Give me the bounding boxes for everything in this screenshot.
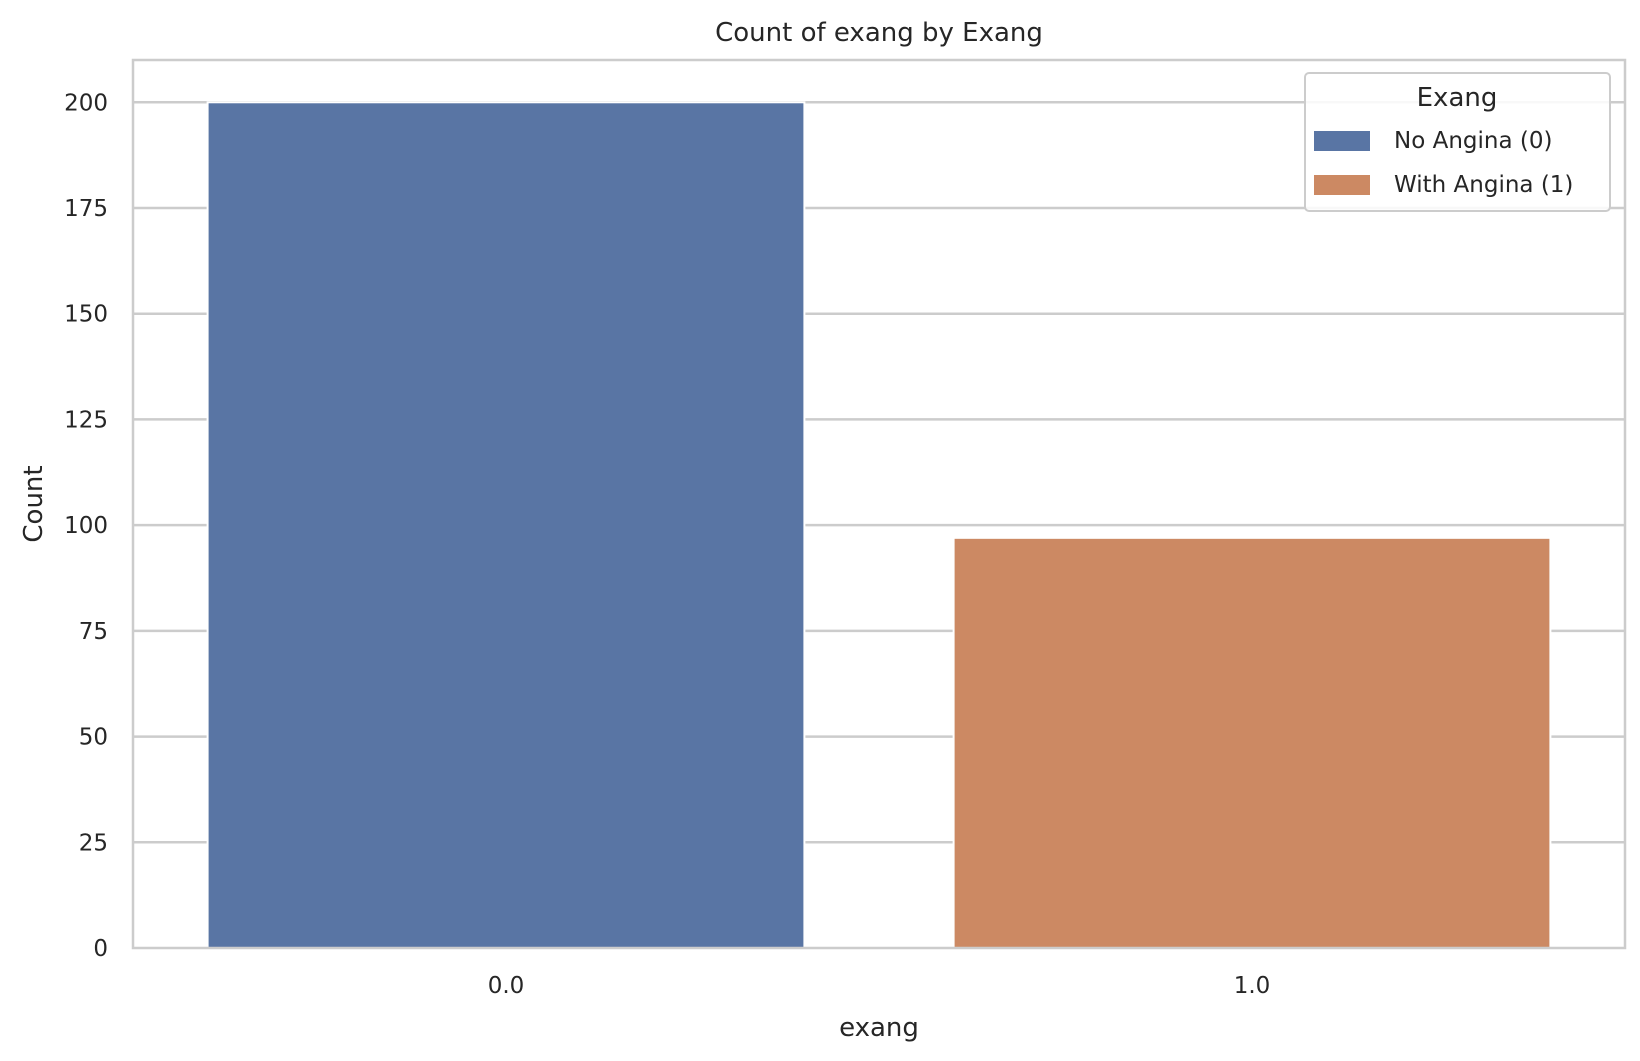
y-axis-label: Count [19,465,49,542]
bar-1-0 [952,536,1552,949]
legend-box [1304,72,1611,212]
legend-swatch [1314,175,1370,195]
y-tick-label: 200 [64,90,108,116]
x-tick-labels: 0.0 1.0 [488,973,1271,999]
bars [206,101,1552,950]
legend-label: With Angina (1) [1394,172,1573,198]
y-tick-labels: 0 25 50 75 100 125 150 175 200 [64,90,108,962]
plot-frame [131,58,1627,950]
y-tick-label: 25 [79,830,108,856]
x-tick-label: 1.0 [1234,973,1271,999]
x-tick-label: 0.0 [488,973,525,999]
y-tick-label: 100 [64,513,108,539]
x-axis-label: exang [839,1013,919,1043]
y-tick-label: 75 [79,619,108,645]
chart-title: Count of exang by Exang [715,18,1043,48]
y-tick-label: 125 [64,407,108,433]
y-tick-label: 0 [93,936,108,962]
legend-entries: No Angina (0) With Angina (1) [1314,128,1573,198]
y-tick-label: 175 [64,196,108,222]
bar-0-0 [206,101,806,950]
legend-title: Exang [1417,83,1498,113]
y-tick-label: 150 [64,302,108,328]
legend-swatch [1314,131,1370,151]
legend: Exang No Angina (0) With Angina (1) [1304,72,1611,212]
y-tick-label: 50 [79,725,108,751]
legend-label: No Angina (0) [1394,128,1552,154]
